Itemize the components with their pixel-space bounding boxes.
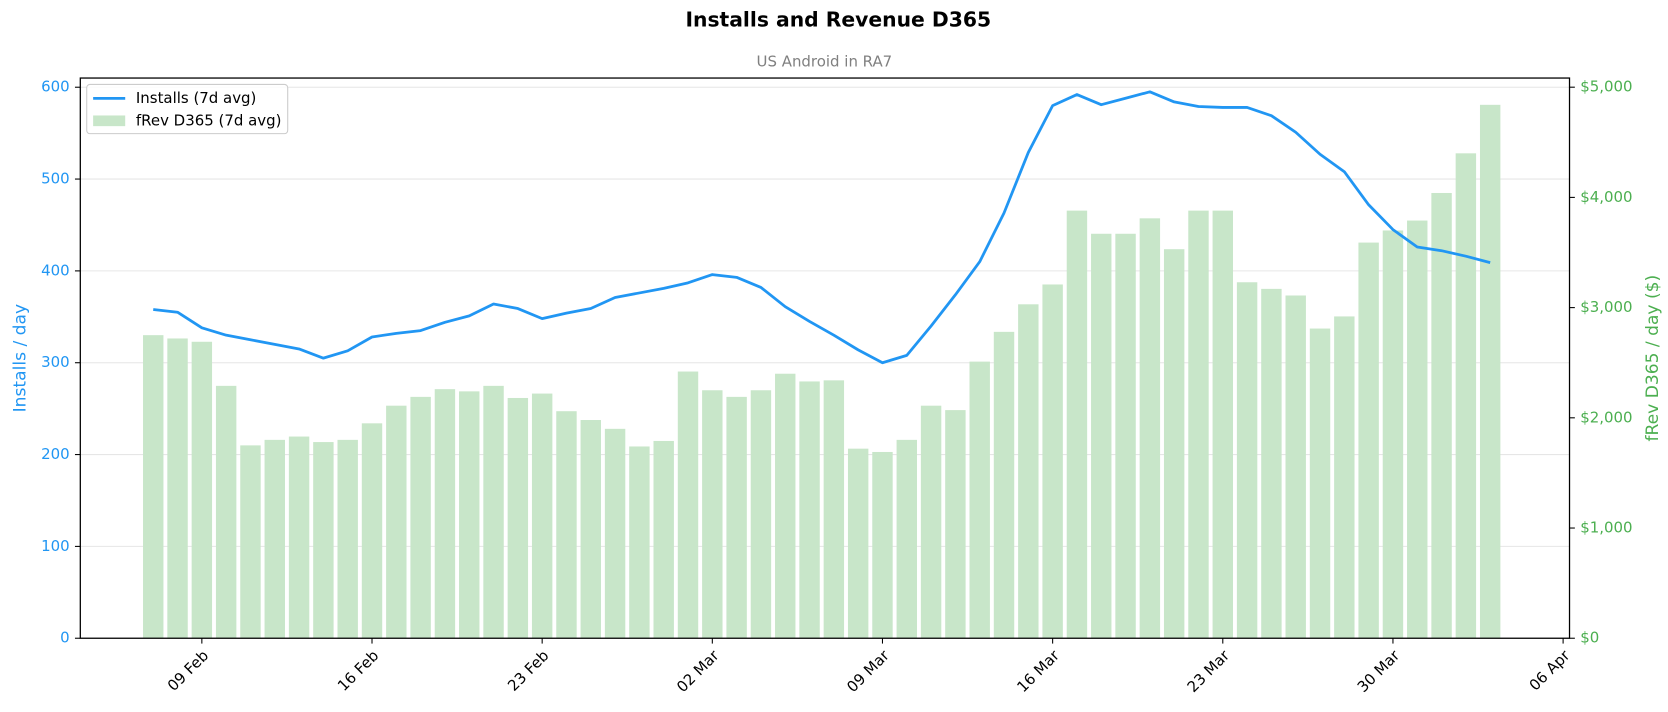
bar [1309, 328, 1331, 639]
x-tick-label: 23 Mar [1184, 646, 1234, 696]
bar [580, 420, 601, 639]
bar [459, 391, 480, 639]
y-tick-label: 500 [41, 170, 70, 188]
bar [1455, 153, 1477, 639]
bar [143, 335, 164, 639]
y2-tick-label: $1,000 [1580, 519, 1632, 537]
bar [1358, 242, 1379, 639]
y2-tick-label: $3,000 [1580, 298, 1632, 316]
bar [775, 373, 796, 639]
y-tick-label: 0 [60, 629, 70, 647]
bar [1407, 220, 1428, 639]
bar [726, 396, 747, 639]
legend-label: Installs (7d avg) [136, 89, 257, 107]
bar [215, 385, 237, 639]
x-tick-label: 23 Feb [504, 646, 552, 694]
y2-tick-label: $2,000 [1580, 408, 1632, 426]
x-tick-label: 16 Mar [1013, 646, 1063, 696]
bar [1139, 218, 1161, 639]
legend-box [86, 83, 289, 135]
bar [410, 396, 431, 639]
bar [896, 439, 917, 639]
bar [920, 405, 942, 639]
bar [1382, 230, 1404, 639]
bar [1285, 295, 1306, 639]
chart-subtitle: US Android in RA7 [757, 53, 893, 71]
bar [167, 338, 188, 639]
bar [872, 451, 893, 639]
plot-frame [79, 77, 1571, 639]
legend-label: fRev D365 (7d avg) [136, 111, 282, 129]
x-tick-label: 09 Mar [843, 646, 893, 696]
bar [434, 389, 456, 639]
bar [240, 445, 261, 639]
bar [1163, 249, 1185, 639]
y-tick-label: 200 [41, 445, 70, 463]
y2-axis-label: fRev D365 / day ($) [1643, 275, 1663, 442]
bar [386, 405, 407, 639]
bar [677, 371, 699, 639]
chart-title: Installs and Revenue D365 [685, 7, 991, 31]
legend-swatch [93, 115, 126, 127]
bar [629, 446, 650, 639]
bar [702, 390, 723, 639]
y2-tick-label: $5,000 [1580, 78, 1632, 96]
bar [337, 439, 358, 639]
bar [556, 411, 577, 639]
bar [361, 423, 383, 639]
bar [1431, 192, 1452, 639]
bar [799, 381, 820, 639]
bar [1236, 282, 1258, 639]
bar [1018, 304, 1039, 639]
x-tick-label: 06 Apr [1526, 646, 1574, 694]
bar [483, 385, 504, 639]
bar [1042, 284, 1063, 639]
bar [993, 331, 1015, 639]
x-tick-label: 09 Feb [164, 646, 212, 694]
y2-tick-label: $4,000 [1580, 188, 1632, 206]
y-tick-label: 300 [41, 353, 70, 371]
bar [1334, 316, 1355, 639]
bar [313, 442, 334, 639]
bar [507, 397, 529, 639]
bar [604, 428, 626, 639]
bar [823, 380, 845, 639]
bar [288, 436, 310, 639]
legend: Installs (7d avg) fRev D365 (7d avg) [86, 83, 289, 135]
bar [531, 393, 553, 639]
bar [1188, 210, 1209, 639]
bar [1066, 210, 1088, 639]
x-tick-label: 02 Mar [673, 646, 723, 696]
bar [750, 390, 772, 639]
bar [264, 439, 285, 639]
bar [969, 361, 990, 639]
bar [653, 440, 674, 639]
x-tick-label: 16 Feb [334, 646, 382, 694]
y-tick-label: 100 [41, 537, 70, 555]
x-tick-label: 30 Mar [1354, 646, 1404, 696]
y-axis-label: Installs / day [10, 304, 30, 412]
y2-tick-label: $0 [1580, 629, 1599, 647]
bar [945, 410, 966, 639]
bar [191, 341, 213, 639]
bar [1115, 233, 1136, 639]
y-tick-label: 400 [41, 261, 70, 279]
bar [1091, 233, 1112, 639]
line [153, 90, 1491, 365]
bar [1212, 210, 1234, 639]
bar [1479, 104, 1501, 639]
y-tick-label: 600 [41, 78, 70, 96]
bar [1261, 288, 1282, 639]
bar [847, 448, 869, 639]
